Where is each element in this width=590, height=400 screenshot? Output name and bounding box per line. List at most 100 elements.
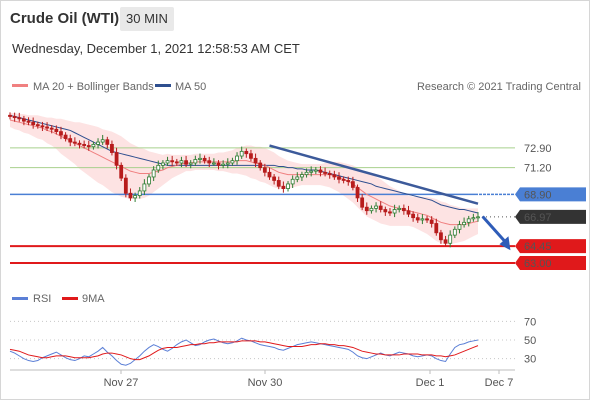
candle-body [72, 141, 77, 144]
ma20-legend-label: MA 20 + Bollinger Bands [33, 81, 154, 93]
rsi-tick-label: 50 [524, 335, 536, 347]
ma50-legend-label: MA 50 [175, 81, 206, 93]
candle-body [471, 217, 476, 220]
level-tag-64.45 [515, 239, 586, 254]
candle-body [216, 162, 221, 166]
candle-body [318, 169, 323, 173]
candle-body [425, 218, 429, 221]
bollinger-band [10, 112, 478, 245]
candle-body [12, 116, 17, 119]
x-tick-label: Nov 30 [248, 377, 283, 389]
downtrend-line [269, 144, 479, 205]
ma20-legend-swatch [12, 84, 28, 87]
candle-body [119, 164, 124, 179]
candle-body [230, 160, 235, 164]
candle-body [350, 181, 355, 188]
candle-body [429, 219, 434, 224]
candle-body [40, 125, 45, 128]
candle-body [235, 155, 239, 162]
candle-body [286, 183, 290, 189]
candlestick-layer [8, 112, 480, 248]
instrument-title: Crude Oil (WTI) [10, 10, 120, 27]
candle-body [244, 150, 249, 155]
candle-body [476, 216, 480, 219]
candle-body [439, 232, 443, 241]
candle-body [110, 143, 114, 153]
x-tick-label: Nov 27 [104, 377, 139, 389]
candle-body [355, 187, 360, 199]
candle-body [309, 170, 314, 173]
candle-body [249, 153, 253, 159]
candle-body [462, 221, 466, 226]
datetime-label: Wednesday, December 1, 2021 12:58:53 AM … [12, 41, 300, 56]
candle-body [327, 173, 332, 176]
candle-body [35, 124, 40, 127]
candle-body [114, 152, 119, 166]
candle-body [397, 207, 402, 210]
rsi-panel: 70 50 30 [9, 316, 536, 366]
candle-body [105, 139, 110, 145]
candle-body [147, 176, 151, 185]
candle-body [420, 218, 425, 221]
rsi-ma-legend-swatch [62, 297, 78, 300]
candle-body [45, 126, 49, 129]
ma50-legend-swatch [155, 84, 171, 87]
candle-body [383, 209, 388, 213]
candle-body [406, 210, 411, 215]
candle-body [193, 159, 198, 164]
x-axis: Nov 27 Nov 30 Dec 1 Dec 7 [104, 370, 514, 389]
candle-body [290, 178, 295, 185]
candle-body [170, 160, 175, 163]
candle-body [434, 223, 439, 234]
candle-body [272, 176, 277, 181]
candle-body [179, 160, 184, 164]
candle-body [225, 162, 230, 165]
candle-body [295, 176, 300, 180]
candle-body [31, 121, 36, 126]
candle-body [360, 197, 365, 208]
candle-body [262, 167, 267, 173]
rsi-legend-swatch [12, 297, 28, 300]
candle-body [174, 161, 179, 164]
candle-body [91, 143, 96, 148]
rsi-ma-line [9, 340, 479, 361]
candle-body [369, 207, 374, 212]
candle-body [22, 118, 26, 122]
level-label-63.00: 63.00 [524, 258, 552, 270]
forecast-arrow-head [499, 236, 511, 251]
candle-body [374, 205, 378, 209]
candle-body [448, 234, 453, 244]
chart-header: Crude Oil (WTI) 30 MIN [0, 0, 590, 38]
x-tick-label: Dec 1 [416, 377, 445, 389]
timeframe-button[interactable]: 30 MIN [120, 7, 174, 31]
candle-body [281, 185, 286, 189]
rsi-legend: RSI 9MA [12, 293, 105, 305]
candle-body [128, 192, 133, 199]
candle-body [161, 162, 165, 166]
candle-body [100, 139, 105, 143]
candle-body [137, 190, 142, 196]
candle-body [59, 131, 63, 136]
candle-body [77, 142, 82, 145]
candle-body [123, 177, 128, 194]
level-label-66.97: 66.97 [524, 212, 552, 224]
candle-body [156, 164, 161, 171]
x-tick-label: Dec 7 [485, 377, 514, 389]
level-tag-66.97 [515, 209, 586, 224]
candle-body [133, 195, 138, 199]
level-label-72.90: 72.90 [524, 143, 552, 155]
candle-body [337, 176, 341, 180]
candle-body [276, 180, 281, 187]
candle-body [452, 228, 457, 236]
candle-body [392, 209, 397, 214]
candle-body [68, 138, 73, 143]
candle-body [188, 162, 193, 165]
candle-body [457, 224, 462, 230]
credit-label: Research © 2021 Trading Central [417, 81, 581, 93]
candle-body [96, 141, 100, 145]
candle-body [165, 160, 170, 164]
candle-body [332, 174, 337, 178]
level-lines-layer [10, 147, 515, 265]
candle-body [221, 163, 226, 166]
